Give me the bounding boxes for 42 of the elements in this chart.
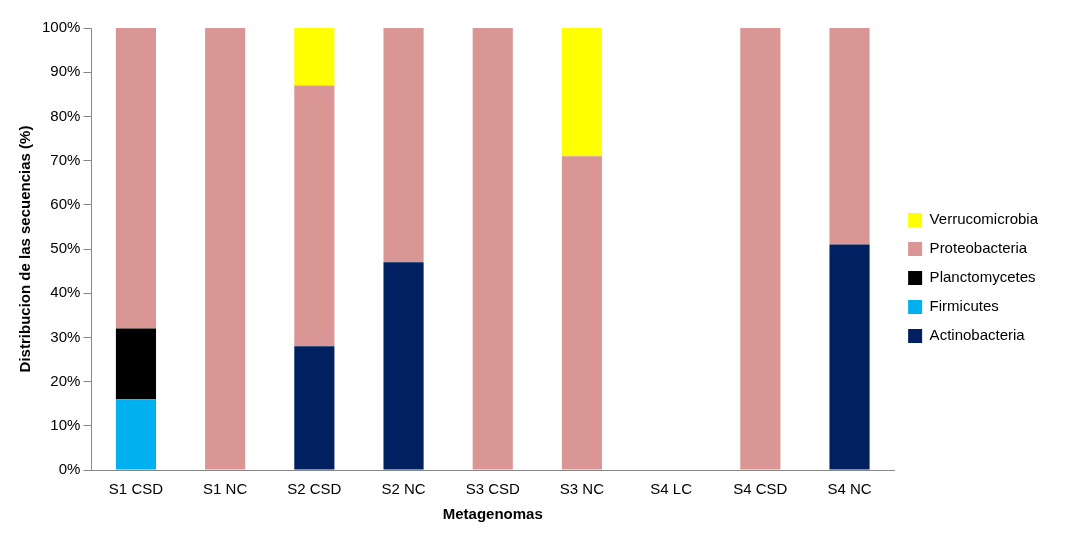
bar bbox=[115, 328, 157, 400]
bar bbox=[205, 28, 246, 470]
bar bbox=[115, 28, 157, 329]
y-tick-label: 80% bbox=[50, 106, 81, 124]
x-axis-title: Metagenomas bbox=[442, 505, 543, 523]
x-tick-label: S4 CSD bbox=[733, 480, 788, 498]
bar bbox=[740, 28, 781, 470]
bar bbox=[383, 262, 424, 470]
bar bbox=[294, 85, 335, 347]
legend-label: Firmicutes bbox=[929, 297, 999, 315]
legend-label: Proteobacteria bbox=[929, 239, 1028, 257]
bar bbox=[829, 28, 870, 245]
bar bbox=[294, 28, 335, 86]
legend-label: Actinobacteria bbox=[929, 326, 1026, 344]
bar bbox=[561, 28, 603, 157]
x-tick-label: S4 LC bbox=[650, 480, 693, 498]
y-tick-label: 70% bbox=[50, 150, 81, 168]
y-tick-label: 90% bbox=[50, 62, 81, 80]
x-tick-label: S1 CSD bbox=[108, 480, 164, 498]
legend-label: Planctomycetes bbox=[929, 268, 1036, 286]
y-tick-label: 30% bbox=[50, 327, 81, 345]
bar bbox=[294, 346, 335, 470]
x-tick-label: S4 NC bbox=[827, 480, 872, 498]
x-tick-label: S2 CSD bbox=[287, 480, 342, 498]
y-tick-label: 40% bbox=[50, 283, 81, 301]
bar bbox=[561, 156, 603, 470]
y-tick-label: 100% bbox=[41, 18, 81, 36]
y-tick-label: 20% bbox=[50, 371, 81, 389]
x-tick-label: S3 NC bbox=[559, 480, 605, 498]
x-tick-label: S2 NC bbox=[381, 480, 426, 498]
bar bbox=[472, 28, 513, 470]
y-axis-title: Distribucion de las secuencias (%) bbox=[16, 125, 34, 373]
y-tick-label: 60% bbox=[50, 194, 81, 212]
bar bbox=[829, 244, 870, 470]
y-tick-label: 10% bbox=[50, 415, 81, 433]
y-tick-label: 50% bbox=[50, 239, 81, 257]
x-tick-label: S1 NC bbox=[203, 480, 248, 498]
x-tick-label: S3 CSD bbox=[465, 480, 520, 498]
legend-label: Verrucomicrobia bbox=[929, 210, 1039, 228]
y-tick-label: 0% bbox=[58, 460, 81, 478]
bar bbox=[383, 28, 424, 263]
bar bbox=[115, 399, 157, 470]
